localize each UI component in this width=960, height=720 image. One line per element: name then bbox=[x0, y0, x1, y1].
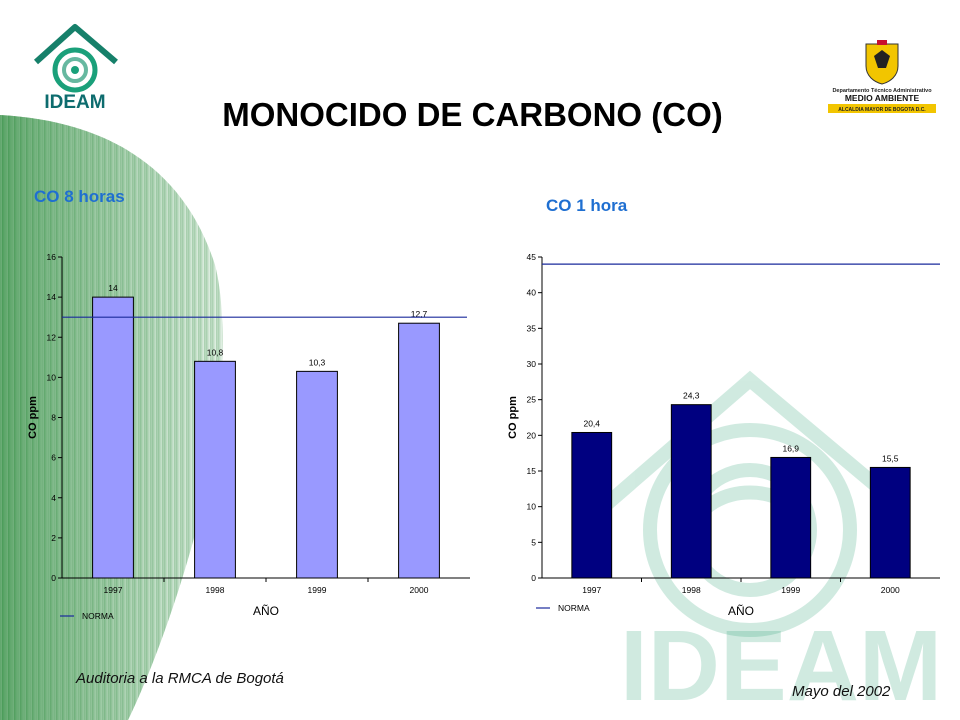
ideam-watermark-icon: IDEAM bbox=[595, 370, 942, 720]
bar bbox=[670, 404, 712, 579]
y-axis-label: CO ppm bbox=[507, 396, 519, 439]
x-tick-label: 2000 bbox=[410, 585, 429, 595]
x-tick-label: 1997 bbox=[104, 585, 123, 595]
x-tick-label: 1998 bbox=[206, 585, 225, 595]
bar-value-label: 10,8 bbox=[207, 347, 224, 357]
bar-value-label: 14 bbox=[108, 283, 118, 293]
bar-value-label: 24,3 bbox=[683, 391, 700, 401]
co-1-hora-bar-chart: 0 5 10 15 20 25 30 35 40 45 20,4 1997 24,3 1998 16,9 19… bbox=[507, 252, 940, 618]
y-tick-label: 35 bbox=[527, 323, 537, 333]
footer-left: Auditoria a la RMCA de Bogotá bbox=[76, 670, 284, 687]
y-tick-label: 40 bbox=[527, 288, 537, 298]
logo-text: IDEAM bbox=[44, 92, 105, 112]
y-tick-label: 5 bbox=[531, 537, 536, 547]
y-tick-label: 8 bbox=[51, 413, 56, 423]
bar-value-label: 12,7 bbox=[411, 309, 428, 319]
bar bbox=[571, 431, 613, 579]
bar-value-label: 20,4 bbox=[583, 418, 600, 428]
x-axis-label: AÑO bbox=[253, 604, 279, 618]
legend-norma-label: NORMA bbox=[82, 611, 114, 621]
bar-value-label: 15,5 bbox=[882, 453, 899, 463]
y-tick-label: 6 bbox=[51, 453, 56, 463]
y-tick-label: 10 bbox=[527, 502, 537, 512]
x-tick-label: 1997 bbox=[582, 585, 601, 595]
x-tick-label: 2000 bbox=[881, 585, 900, 595]
bar bbox=[296, 370, 338, 579]
bar bbox=[92, 296, 134, 579]
y-tick-label: 10 bbox=[47, 372, 57, 382]
y-tick-label: 0 bbox=[531, 573, 536, 583]
page-title: MONOCIDO DE CARBONO (CO) bbox=[222, 96, 723, 133]
bar-value-label: 16,9 bbox=[782, 443, 799, 453]
y-tick-label: 30 bbox=[527, 359, 537, 369]
y-tick-label: 2 bbox=[51, 533, 56, 543]
logo-right-line1: Departamento Técnico Administrativo bbox=[832, 88, 932, 94]
watermark-text: IDEAM bbox=[620, 610, 942, 720]
logo-right-line3: ALCALDIA MAYOR DE BOGOTA D.C. bbox=[838, 107, 926, 113]
logo-right-line2: MEDIO AMBIENTE bbox=[845, 93, 920, 103]
chart1-title: CO 8 horas bbox=[34, 187, 125, 206]
x-axis-label: AÑO bbox=[728, 604, 754, 618]
x-tick-label: 1998 bbox=[682, 585, 701, 595]
co-8-horas-bar-chart: 0 2 4 6 8 10 12 14 16 14 1997 10,8 1998 10,3 1999 12,7 2… bbox=[27, 252, 470, 621]
y-tick-label: 0 bbox=[51, 573, 56, 583]
footer-right: Mayo del 2002 bbox=[792, 683, 891, 700]
bar-value-label: 10,3 bbox=[309, 357, 326, 367]
x-tick-label: 1999 bbox=[308, 585, 327, 595]
y-tick-label: 15 bbox=[527, 466, 537, 476]
bogota-logo: Departamento Técnico Administrativo MEDI… bbox=[828, 40, 936, 113]
x-tick-label: 1999 bbox=[781, 585, 800, 595]
y-tick-label: 45 bbox=[527, 252, 537, 262]
y-tick-label: 25 bbox=[527, 395, 537, 405]
chart2-title: CO 1 hora bbox=[546, 196, 628, 215]
bar bbox=[869, 466, 911, 579]
y-tick-label: 14 bbox=[47, 292, 57, 302]
y-tick-label: 12 bbox=[47, 332, 57, 342]
bar bbox=[194, 360, 236, 579]
bar bbox=[398, 322, 440, 579]
y-tick-label: 20 bbox=[527, 430, 537, 440]
y-tick-label: 4 bbox=[51, 493, 56, 503]
y-axis-label: CO ppm bbox=[27, 396, 39, 439]
legend-norma-label: NORMA bbox=[558, 603, 590, 613]
y-tick-label: 16 bbox=[47, 252, 57, 262]
ideam-logo: IDEAM bbox=[33, 24, 118, 112]
bar bbox=[770, 456, 812, 579]
